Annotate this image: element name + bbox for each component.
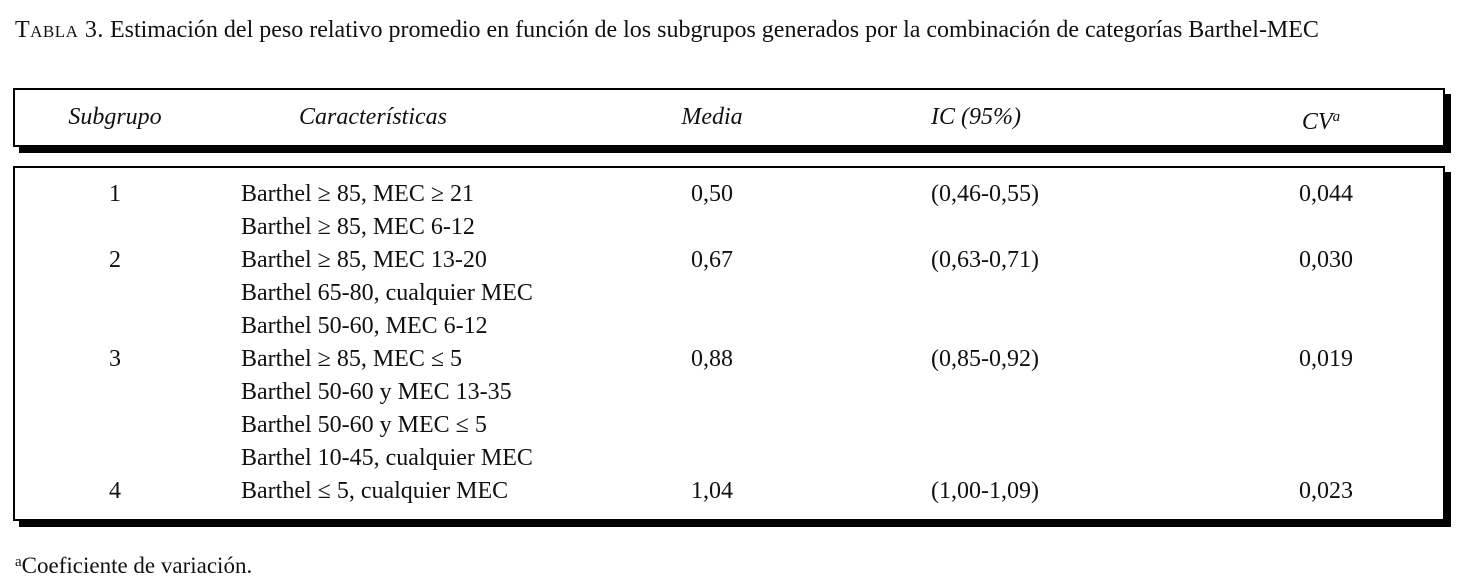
header-subgrupo: Subgrupo — [68, 104, 162, 130]
header-cv-superscript: a — [1332, 109, 1341, 125]
table-header: Subgrupo Características Media IC (95%) … — [13, 88, 1445, 147]
row-3-media: 0,88 — [691, 346, 733, 372]
table-caption: Tabla 3. Estimación del peso relativo pr… — [15, 14, 1445, 47]
header-ic: IC (95%) — [931, 104, 1021, 130]
row-2-media: 0,67 — [691, 247, 733, 273]
row-3-subgrupo: 3 — [109, 346, 121, 372]
row-1-caracteristica: Barthel ≥ 85, MEC ≥ 21 — [241, 181, 474, 207]
row-3-caracteristica: Barthel 50-60 y MEC 13-35 — [241, 379, 512, 405]
row-2-ic: (0,63-0,71) — [931, 247, 1039, 273]
row-4-caracteristica: Barthel ≤ 5, cualquier MEC — [241, 478, 509, 504]
row-3-caracteristica: Barthel ≥ 85, MEC ≤ 5 — [241, 346, 462, 372]
row-1-subgrupo: 1 — [109, 181, 121, 207]
row-4-caracteristica: Barthel 10-45, cualquier MEC — [241, 445, 533, 471]
row-1-cv: 0,044 — [1299, 181, 1353, 207]
header-cv-text: CV — [1301, 109, 1333, 135]
row-4-media: 1,04 — [691, 478, 733, 504]
row-4-ic: (1,00-1,09) — [931, 478, 1039, 504]
row-2-subgrupo: 2 — [109, 247, 121, 273]
row-4-subgrupo: 4 — [109, 478, 121, 504]
table-title: Estimación del peso relativo promedio en… — [109, 17, 1319, 43]
header-media: Media — [681, 104, 743, 130]
row-1-ic: (0,46-0,55) — [931, 181, 1039, 207]
row-3-ic: (0,85-0,92) — [931, 346, 1039, 372]
footnote-marker: a — [15, 554, 22, 570]
table-footnote: aCoeficiente de variación. — [15, 547, 252, 581]
row-2-caracteristica: Barthel 65-80, cualquier MEC — [241, 280, 533, 306]
header-caracteristicas: Características — [299, 104, 447, 130]
footnote-text: Coeficiente de variación. — [21, 553, 253, 578]
table-label: Tabla 3. — [15, 17, 104, 43]
row-4-caracteristica: Barthel 50-60 y MEC ≤ 5 — [241, 412, 487, 438]
row-2-caracteristica: Barthel ≥ 85, MEC 6-12 — [241, 214, 475, 240]
row-2-caracteristica: Barthel ≥ 85, MEC 13-20 — [241, 247, 487, 273]
row-1-media: 0,50 — [691, 181, 733, 207]
row-3-cv: 0,019 — [1299, 346, 1353, 372]
row-2-cv: 0,030 — [1299, 247, 1353, 273]
row-3-caracteristica: Barthel 50-60, MEC 6-12 — [241, 313, 488, 339]
row-4-cv: 0,023 — [1299, 478, 1353, 504]
header-cv: CVa — [1302, 90, 1340, 145]
table-body: 1 Barthel ≥ 85, MEC ≥ 21 0,50 (0,46-0,55… — [13, 166, 1445, 521]
